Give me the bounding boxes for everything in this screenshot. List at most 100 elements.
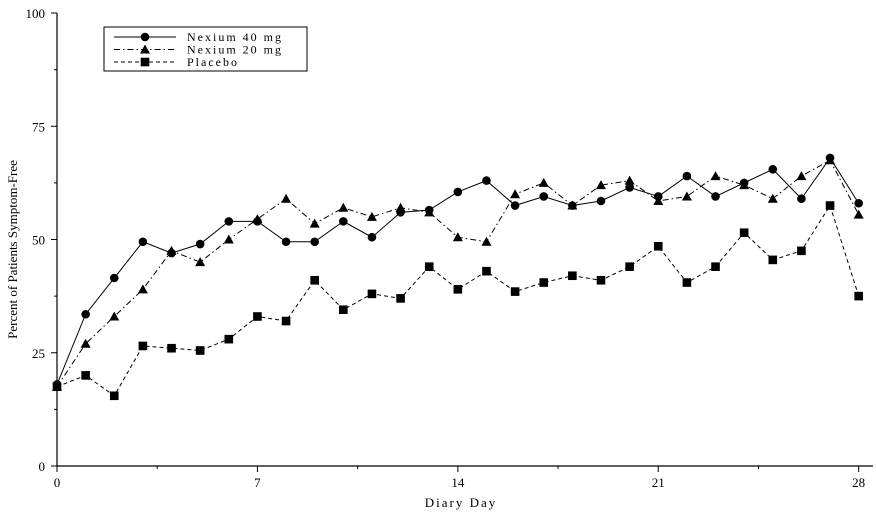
data-point-nexium-20-mg	[338, 202, 349, 212]
data-point-nexium-40-mg	[167, 248, 176, 258]
data-point-nexium-40-mg	[568, 201, 577, 210]
legend-marker-nexium-40-mg	[140, 32, 150, 42]
data-point-placebo	[797, 246, 806, 256]
data-point-placebo	[482, 266, 491, 276]
data-point-placebo	[195, 346, 205, 355]
legend-label-nexium-20-mg: Nexium 20 mg	[187, 43, 283, 57]
data-point-placebo	[682, 278, 692, 287]
data-point-placebo	[453, 285, 463, 294]
data-point-placebo	[396, 294, 405, 303]
data-point-placebo	[224, 334, 234, 344]
legend-label-placebo: Placebo	[187, 55, 239, 69]
series-placebo	[52, 201, 863, 401]
data-point-nexium-20-mg	[309, 218, 320, 228]
data-point-nexium-20-mg	[137, 284, 148, 294]
data-point-nexium-40-mg	[539, 192, 549, 201]
x-tick-label: 7	[254, 475, 261, 490]
data-point-nexium-40-mg	[396, 208, 405, 217]
data-point-nexium-40-mg	[81, 309, 90, 319]
data-point-nexium-40-mg	[367, 232, 377, 242]
data-point-nexium-20-mg	[452, 232, 463, 242]
x-tick-label: 21	[652, 475, 665, 490]
legend-label-nexium-40-mg: Nexium 40 mg	[187, 30, 283, 44]
data-point-placebo	[310, 275, 319, 285]
data-point-placebo	[424, 262, 434, 271]
y-tick-label: 100	[26, 6, 46, 21]
legend-marker-nexium-20-mg	[140, 44, 150, 54]
data-point-nexium-20-mg	[596, 180, 606, 190]
data-point-nexium-40-mg	[253, 217, 262, 226]
data-point-nexium-20-mg	[510, 189, 521, 199]
data-point-nexium-20-mg	[109, 311, 120, 321]
data-point-nexium-20-mg	[80, 338, 91, 348]
data-point-placebo	[739, 228, 749, 238]
data-point-placebo	[281, 316, 291, 326]
legend-marker-placebo	[140, 57, 150, 67]
data-point-nexium-20-mg	[853, 209, 864, 219]
data-point-nexium-40-mg	[224, 217, 234, 226]
y-axis-title: Percent of Patients Symptom-Free	[5, 160, 20, 339]
data-point-nexium-40-mg	[339, 217, 348, 226]
data-point-nexium-40-mg	[424, 205, 434, 215]
y-tick-label: 75	[32, 119, 45, 134]
data-point-placebo	[825, 201, 835, 210]
data-point-nexium-40-mg	[52, 380, 62, 389]
data-point-nexium-40-mg	[768, 164, 778, 174]
data-point-placebo	[596, 275, 606, 285]
x-axis-title: Diary Day	[425, 495, 498, 510]
x-tick-label: 28	[852, 475, 865, 490]
data-point-nexium-20-mg	[796, 171, 807, 181]
y-tick-label: 50	[32, 233, 45, 248]
data-point-nexium-40-mg	[653, 192, 663, 201]
data-point-placebo	[539, 278, 549, 287]
y-tick-label: 0	[39, 459, 46, 474]
data-point-nexium-40-mg	[854, 198, 863, 208]
data-point-placebo	[854, 291, 863, 301]
data-point-nexium-20-mg	[223, 234, 234, 244]
series-nexium-20-mg	[52, 155, 864, 391]
data-point-nexium-40-mg	[482, 176, 491, 185]
y-tick-label: 25	[32, 346, 45, 361]
data-point-nexium-40-mg	[596, 196, 606, 206]
data-point-nexium-40-mg	[797, 194, 806, 204]
data-point-nexium-20-mg	[366, 211, 377, 221]
data-point-placebo	[510, 287, 520, 296]
data-point-nexium-40-mg	[195, 239, 205, 249]
data-point-nexium-40-mg	[625, 183, 634, 192]
axes: 0 25 50 75 100 0 7 14 21 28	[26, 6, 873, 490]
x-tick-label: 0	[54, 475, 61, 490]
series-layer	[52, 153, 864, 401]
data-point-placebo	[653, 241, 663, 251]
data-point-placebo	[711, 262, 720, 271]
series-nexium-40-mg	[52, 153, 863, 389]
x-tick-label: 14	[451, 475, 465, 490]
data-point-nexium-40-mg	[310, 237, 319, 247]
data-point-nexium-20-mg	[624, 175, 635, 185]
data-point-nexium-20-mg	[767, 193, 778, 203]
data-point-placebo	[138, 341, 148, 351]
data-point-nexium-40-mg	[739, 178, 749, 188]
data-point-placebo	[81, 371, 90, 380]
data-point-placebo	[253, 312, 262, 321]
data-point-nexium-40-mg	[281, 237, 291, 247]
data-point-nexium-40-mg	[825, 153, 835, 163]
series-line-placebo	[56, 204, 860, 397]
data-point-nexium-20-mg	[281, 193, 292, 203]
data-point-nexium-20-mg	[710, 171, 721, 181]
data-point-placebo	[568, 271, 577, 281]
data-point-nexium-40-mg	[510, 201, 520, 210]
data-point-nexium-20-mg	[195, 257, 206, 267]
data-point-nexium-40-mg	[138, 237, 148, 247]
data-point-nexium-20-mg	[681, 191, 692, 201]
data-point-nexium-40-mg	[711, 192, 720, 201]
data-point-placebo	[109, 391, 119, 401]
data-point-nexium-40-mg	[109, 273, 119, 283]
data-point-placebo	[339, 305, 348, 315]
data-point-nexium-20-mg	[481, 236, 492, 246]
data-point-nexium-40-mg	[682, 171, 692, 181]
data-point-placebo	[167, 343, 176, 353]
data-point-nexium-20-mg	[538, 177, 549, 187]
data-point-placebo	[768, 255, 778, 265]
